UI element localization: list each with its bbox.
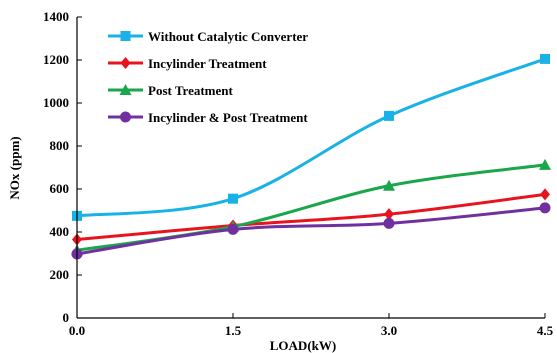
legend-label: Post Treatment bbox=[148, 83, 234, 98]
axes-layer: 0 200 400 600 800 1000 1200 1400 0.0 1.5 3.0 4.5 bbox=[43, 9, 554, 338]
data-point-incylinder-and-post-treatment bbox=[383, 217, 395, 229]
y-tick-label: 0 bbox=[63, 310, 70, 325]
data-point-incylinder-treatment bbox=[540, 188, 550, 201]
legend-item-incylinder-and-post-treatment: Incylinder & Post Treatment bbox=[108, 110, 308, 125]
series-incylinder-and-post-treatment bbox=[71, 202, 551, 260]
legend-marker bbox=[120, 31, 131, 41]
legend-marker bbox=[119, 84, 132, 95]
y-tick-label: 800 bbox=[50, 138, 70, 153]
legend-item-incylinder-treatment: Incylinder Treatment bbox=[108, 56, 267, 71]
x-tick-label: 4.5 bbox=[537, 323, 554, 338]
series-line-incylinder-and-post-treatment bbox=[76, 206, 546, 256]
data-point-incylinder-and-post-treatment bbox=[539, 202, 551, 214]
legend-marker bbox=[120, 57, 131, 69]
x-axis-label: LOAD(kW) bbox=[270, 338, 336, 353]
series-line-incylinder-treatment bbox=[76, 192, 546, 242]
legend-marker bbox=[120, 111, 131, 123]
data-point-incylinder-and-post-treatment bbox=[227, 223, 239, 235]
data-point-post-treatment bbox=[539, 158, 551, 170]
y-tick-label: 1200 bbox=[43, 52, 69, 67]
legend-item-without-catalytic-converter: Without Catalytic Converter bbox=[108, 29, 308, 44]
y-tick-label: 1400 bbox=[43, 9, 69, 24]
y-tick-label: 1000 bbox=[43, 95, 69, 110]
series-line-without-catalytic-converter bbox=[76, 57, 546, 218]
legend-label: Without Catalytic Converter bbox=[148, 29, 308, 44]
legend-item-post-treatment: Post Treatment bbox=[108, 83, 234, 98]
data-point-without-catalytic-converter bbox=[228, 193, 238, 204]
series-without-catalytic-converter bbox=[72, 53, 550, 221]
data-point-post-treatment bbox=[383, 179, 395, 191]
data-point-incylinder-treatment bbox=[384, 208, 394, 221]
y-tick-label: 600 bbox=[50, 181, 70, 196]
series-incylinder-treatment bbox=[72, 188, 550, 246]
series-line-post-treatment bbox=[76, 163, 546, 252]
y-tick-label: 200 bbox=[50, 267, 70, 282]
y-tick-label: 400 bbox=[50, 224, 70, 239]
legend-label: Incylinder & Post Treatment bbox=[148, 110, 308, 125]
x-tick-label: 0.0 bbox=[69, 323, 85, 338]
legend-label: Incylinder Treatment bbox=[148, 56, 267, 71]
y-axis-label: NOx (ppm) bbox=[7, 136, 22, 199]
data-point-without-catalytic-converter bbox=[540, 53, 550, 64]
data-point-without-catalytic-converter bbox=[384, 110, 394, 121]
series-layer bbox=[71, 53, 551, 260]
series-post-treatment bbox=[71, 158, 551, 256]
x-tick-label: 3.0 bbox=[381, 323, 397, 338]
x-tick-label: 1.5 bbox=[225, 323, 242, 338]
legend: Without Catalytic Converter Incylinder Tr… bbox=[108, 29, 308, 125]
